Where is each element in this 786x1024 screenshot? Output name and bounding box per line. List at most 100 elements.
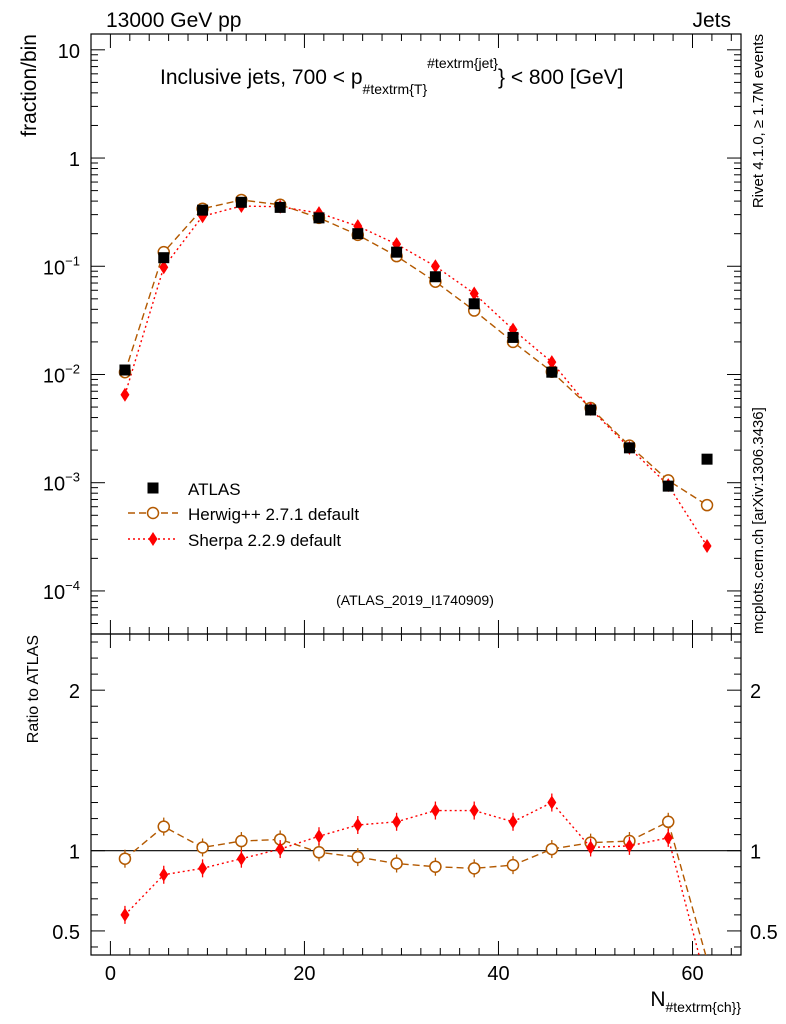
main-data-point (702, 539, 712, 554)
ratio-y-tick-label-right: 0.5 (750, 922, 778, 944)
main-series-line (124, 205, 708, 547)
ratio-data-point (236, 851, 246, 866)
main-series-line (124, 199, 708, 506)
main-y-tick-label: 10−3 (43, 470, 80, 496)
ratio-data-point (351, 850, 365, 864)
ratio-data-point (429, 860, 442, 873)
tick-exponent: −4 (65, 578, 80, 593)
main-data-point (313, 212, 325, 224)
main-data-point (159, 260, 169, 275)
x-tick-label: 0 (105, 963, 116, 985)
ratio-data-point (312, 846, 326, 859)
main-data-point (119, 364, 131, 376)
ratio-data-point (353, 817, 363, 832)
ratio-series-clipped (118, 793, 707, 955)
ratio-y-tick-label: 1 (69, 842, 80, 864)
x-tick-label: 60 (681, 963, 703, 985)
main-data-point (700, 498, 714, 512)
ratio-data-point (508, 814, 518, 829)
ratio-data-point (196, 841, 209, 854)
x-tick-label: 40 (487, 963, 509, 985)
ratio-y-tick-label-right: 1 (750, 842, 761, 864)
main-data-point (468, 298, 480, 310)
main-data-point (274, 201, 286, 213)
main-data-point (662, 480, 674, 492)
ratio-data-point (314, 829, 324, 844)
x-tick-label: 20 (293, 963, 315, 985)
mcplots-label: mcplots.cern.ch [arXiv:1306.3436] (750, 407, 767, 634)
ratio-data-point (118, 852, 132, 865)
ratio-series-line (124, 801, 700, 955)
ratio-y-tick-label: 2 (69, 681, 80, 703)
ratio-series (118, 793, 707, 955)
header-energy-label: 13000 GeV pp (106, 9, 241, 32)
ratio-data-point (235, 834, 248, 848)
main-y-tick-label: 10−1 (43, 253, 80, 279)
x-axis-label-main: N (650, 988, 665, 1011)
tick-base: 10 (43, 365, 65, 387)
ratio-data-point (198, 861, 208, 876)
legend-marker (147, 482, 159, 494)
ratio-data-point (467, 862, 481, 875)
tick-exponent: −1 (65, 253, 80, 268)
main-data-point (701, 453, 713, 465)
tick-base: 10 (43, 474, 65, 496)
legend-marker (148, 532, 158, 546)
x-axis-label: N#textrm{ch}} (650, 988, 741, 1015)
main-data-point (469, 286, 479, 301)
header-process-label: Jets (692, 9, 731, 32)
ratio-axes: 0 20 40 60 0.5 0.5 1 1 2 2 (52, 634, 778, 985)
legend-label: Herwig++ 2.7.1 default (188, 505, 359, 524)
ratio-data-point (506, 858, 520, 872)
main-y-tick-label: 10−2 (43, 361, 80, 387)
ratio-data-point (586, 840, 596, 855)
main-y-tick-label: 10−4 (43, 578, 80, 604)
ratio-data-point (469, 803, 479, 818)
legend-marker (146, 506, 160, 520)
ratio-data-point (547, 795, 557, 810)
tick-base: 10 (43, 582, 65, 604)
ratio-data-point (624, 838, 634, 853)
rivet-label: Rivet 4.1.0, ≥ 1.7M events (750, 34, 767, 208)
legend-label: ATLAS (188, 480, 241, 499)
ratio-data-point (430, 803, 440, 818)
main-y-tick-label: 1 (69, 149, 80, 171)
ratio-data-point (390, 857, 403, 870)
ratio-plot-frame (90, 633, 742, 956)
main-data-point (197, 204, 209, 216)
plot-title-main: Inclusive jets, 700 < p (160, 66, 363, 89)
main-data-point (507, 331, 519, 343)
ratio-y-tick-label: 0.5 (52, 922, 80, 944)
main-data-point (352, 228, 364, 240)
main-data-point (547, 355, 557, 370)
analysis-id-label: (ATLAS_2019_I1740909) (336, 592, 494, 608)
main-data-point (120, 387, 130, 402)
plot-title-superscript: #textrm{jet} (427, 55, 498, 71)
tick-base: 10 (43, 257, 65, 279)
main-data-point (235, 196, 247, 208)
ratio-data-point (120, 907, 130, 922)
main-data-point (623, 442, 635, 454)
plot-title-tail: } < 800 [GeV] (498, 66, 624, 89)
main-data-point (585, 404, 597, 416)
main-y-tick-label: 10 (58, 41, 80, 63)
legend-label: Sherpa 2.2.9 default (188, 531, 341, 550)
main-series (118, 193, 714, 554)
tick-exponent: −3 (65, 470, 80, 485)
legend: ATLAS Herwig++ 2.7.1 default Sherpa 2.2.9 … (128, 480, 359, 550)
plot-title: Inclusive jets, 700 < p#textrm{T} #textrm… (160, 55, 623, 97)
ratio-y-tick-label-right: 2 (750, 681, 761, 703)
x-axis-label-subscript: #textrm{ch}} (666, 999, 742, 1015)
ratio-data-point (157, 820, 171, 833)
main-data-point (158, 252, 170, 264)
ratio-data-point (663, 830, 673, 845)
main-data-point (430, 259, 440, 274)
ratio-y-axis-label: Ratio to ATLAS (25, 635, 42, 743)
ratio-series-line (124, 820, 707, 955)
main-data-point (429, 271, 441, 283)
main-data-point (546, 366, 558, 378)
ratio-data-point (275, 842, 285, 857)
ratio-data-point (159, 867, 169, 882)
ratio-data-point (661, 815, 675, 829)
